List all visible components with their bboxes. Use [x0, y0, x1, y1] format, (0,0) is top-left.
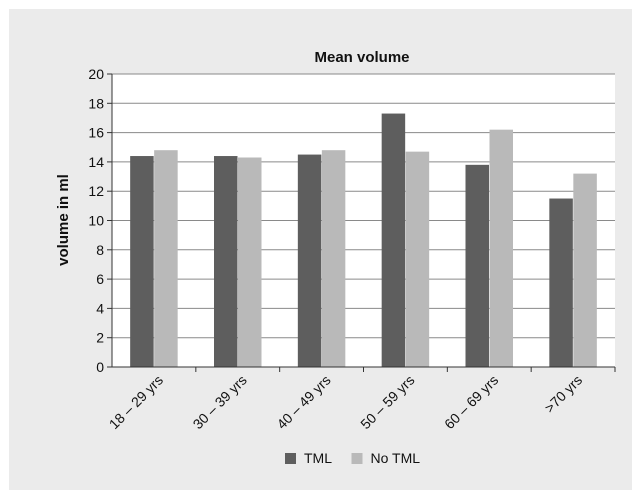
- legend: TML No TML: [285, 450, 420, 466]
- x-tick-label: >70 yrs: [541, 372, 585, 416]
- y-tick-label: 14: [88, 154, 104, 170]
- bar-no-tml: [321, 150, 346, 367]
- bar-no-tml: [154, 150, 178, 367]
- y-tick-label: 20: [88, 66, 104, 82]
- gridlines: [112, 73, 615, 339]
- x-tick-label: 18 – 29 yrs: [106, 372, 166, 432]
- bar-no-tml: [238, 157, 262, 367]
- bar-tml: [297, 154, 322, 367]
- x-tick-labels: 18 – 29 yrs 30 – 39 yrs 40 – 49 yrs 50 – 59…: [106, 372, 585, 432]
- bar-tml: [214, 156, 238, 367]
- y-axis-label: volume in ml: [55, 174, 72, 266]
- y-tick-label: 16: [88, 125, 104, 141]
- bar-tml: [549, 198, 573, 367]
- y-tick-label: 2: [96, 330, 104, 346]
- bar-tml: [381, 113, 406, 368]
- x-tick-label: 60 – 69 yrs: [441, 372, 501, 432]
- y-tick-label: 12: [88, 183, 104, 199]
- bars: [130, 113, 597, 368]
- y-tick-label: 6: [96, 271, 104, 287]
- y-tick-label: 18: [88, 95, 104, 111]
- y-tick-labels: 0 2 4 6 8 10 12 14 16 18 20: [88, 66, 104, 375]
- y-tick-label: 0: [96, 359, 104, 375]
- x-tick-label: 40 – 49 yrs: [273, 372, 333, 432]
- axes: [107, 73, 616, 372]
- bar-tml: [465, 164, 489, 367]
- y-tick-label: 10: [88, 213, 104, 229]
- x-tick-label: 50 – 59 yrs: [357, 372, 417, 432]
- legend-label: No TML: [371, 450, 421, 466]
- bar-no-tml: [489, 129, 513, 367]
- bar-no-tml: [573, 173, 597, 367]
- chart-title: Mean volume: [314, 49, 409, 66]
- x-tick-label: 30 – 39 yrs: [190, 372, 250, 432]
- y-tick-label: 8: [96, 242, 104, 258]
- legend-swatch: [351, 453, 363, 464]
- bar-tml: [130, 156, 154, 367]
- legend-swatch: [285, 453, 296, 464]
- legend-label: TML: [304, 450, 332, 466]
- bar-no-tml: [405, 151, 430, 367]
- y-tick-label: 4: [96, 300, 104, 316]
